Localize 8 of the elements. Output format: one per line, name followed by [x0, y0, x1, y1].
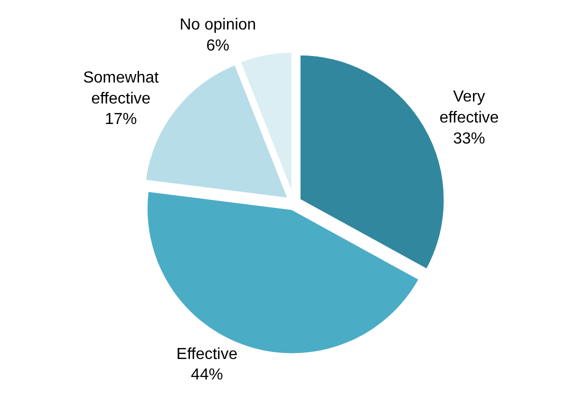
data-label: 44%	[190, 366, 223, 384]
data-label: 33%	[453, 130, 486, 148]
slice-label: Effective	[176, 346, 238, 363]
slice-label: Very effective	[439, 88, 499, 127]
slice-label: No opinion	[180, 16, 256, 34]
slice-label: Somewhat effective	[83, 70, 160, 108]
data-label: 17%	[104, 111, 137, 128]
data-label: 6%	[206, 37, 230, 54]
